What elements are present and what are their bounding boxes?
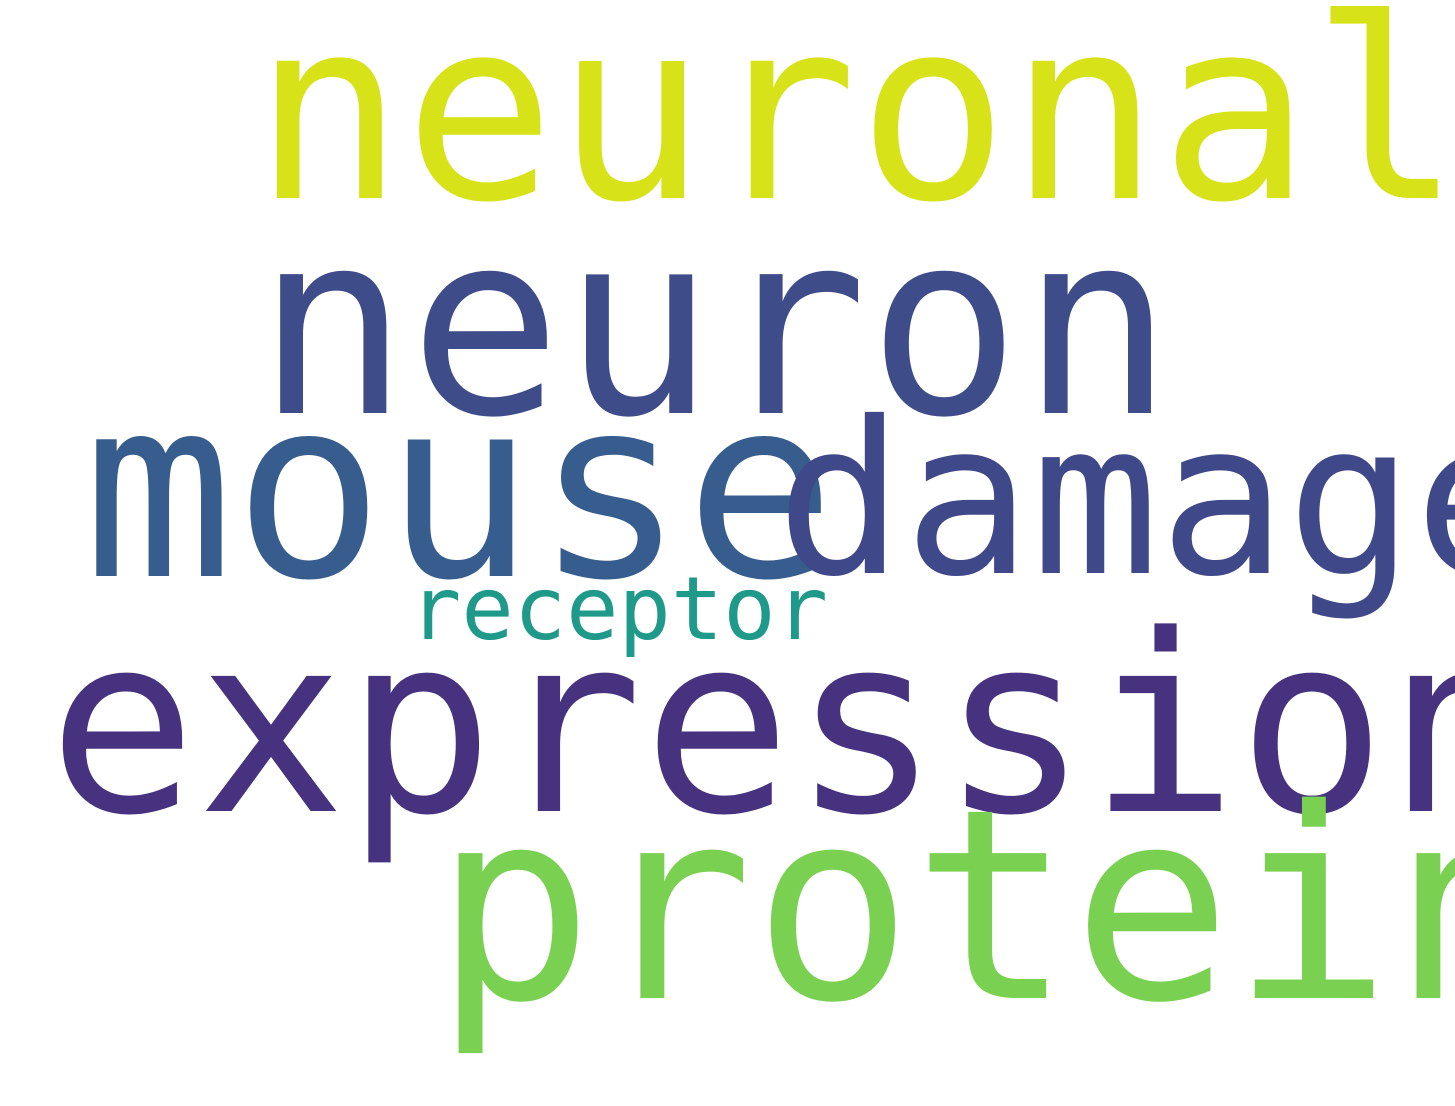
word-mouse: mouse [83, 344, 836, 635]
word-protein: protein [434, 753, 1455, 1061]
word-neuron: neuron [256, 177, 1174, 473]
word-neuronal: neuronal [253, 0, 1455, 258]
word-damage: damage [776, 376, 1455, 623]
word-receptor: receptor [409, 558, 829, 660]
word-expression: expression [48, 583, 1455, 870]
